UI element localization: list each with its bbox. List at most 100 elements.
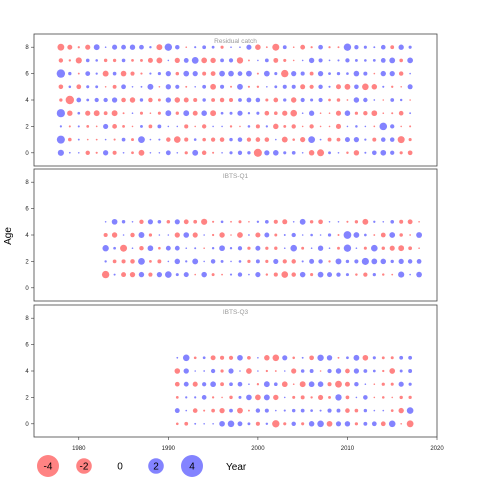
negative-residual-point [129,97,136,103]
negative-residual-point [399,395,403,400]
positive-residual-point [237,71,243,76]
positive-residual-point [399,369,403,373]
positive-residual-point [399,98,403,102]
negative-residual-point [166,137,171,142]
positive-residual-point [220,111,224,115]
negative-residual-point [248,59,250,62]
positive-residual-point [192,149,199,156]
negative-residual-point [409,234,411,236]
positive-residual-point [380,58,386,63]
negative-residual-point [210,355,216,361]
positive-residual-point [265,422,269,426]
positive-residual-point [310,233,313,237]
negative-residual-point [122,112,125,115]
positive-residual-point [291,84,296,89]
positive-residual-point [192,70,198,77]
positive-residual-point [335,258,342,265]
negative-residual-point [192,381,198,387]
positive-residual-point [165,271,172,278]
positive-residual-point [165,84,171,90]
negative-residual-point [247,355,251,360]
positive-residual-point [229,247,233,250]
positive-residual-point [363,421,368,426]
positive-residual-point [310,409,313,412]
panel-frame [33,168,438,302]
positive-residual-point [343,244,352,252]
negative-residual-point [183,219,189,225]
positive-residual-point [237,421,243,427]
positive-residual-point [318,259,323,264]
positive-residual-point [175,273,179,277]
x-tick-label: 1980 [72,446,86,452]
positive-residual-point [275,409,277,412]
positive-residual-point [165,245,171,251]
positive-residual-point [317,420,324,428]
negative-residual-point [158,246,161,250]
negative-residual-point [112,124,117,129]
negative-residual-point [104,86,107,88]
positive-residual-point [371,421,377,427]
positive-residual-point [354,259,359,264]
negative-residual-point [139,219,144,224]
negative-residual-point [175,422,179,426]
positive-residual-point [363,71,368,76]
positive-residual-point [201,395,207,400]
negative-residual-point [391,85,394,88]
negative-residual-point [264,137,270,142]
negative-residual-point [372,137,377,142]
negative-residual-point [373,125,376,128]
negative-residual-point [292,138,295,141]
positive-residual-point [68,151,71,154]
positive-residual-point [56,69,66,78]
negative-residual-point [203,409,206,412]
y-axis-title: Age [3,227,14,245]
positive-residual-point [121,44,126,50]
negative-residual-point [93,110,100,117]
positive-residual-point [174,219,180,225]
positive-residual-point [246,394,252,401]
negative-residual-point [273,394,279,401]
y-tick-label: 6 [25,72,29,78]
negative-residual-point [229,97,234,103]
negative-residual-point [408,246,412,251]
panels-group: Residual catch 0 2 4 6 8 IBTS-Q1 0 2 4 6 8 IBTS-Q3 0 2… [25,33,438,438]
negative-residual-point [113,138,116,141]
negative-residual-point [337,46,340,49]
positive-residual-point [266,85,268,88]
positive-residual-point [237,381,243,387]
positive-residual-point [319,409,322,412]
positive-residual-point [265,125,268,128]
negative-residual-point [309,220,314,224]
negative-residual-point [121,272,127,278]
negative-residual-point [328,260,331,263]
negative-residual-point [120,244,128,252]
positive-residual-point [283,98,287,102]
negative-residual-point [238,220,242,224]
positive-residual-point [95,72,98,75]
negative-residual-point [112,84,117,89]
positive-residual-point [328,151,331,155]
positive-residual-point [95,59,98,62]
positive-residual-point [230,46,232,48]
positive-residual-point [364,125,367,128]
positive-residual-point [165,150,171,156]
positive-residual-point [416,259,422,264]
positive-residual-point [165,110,172,117]
negative-residual-point [362,354,369,361]
y-tick-label: 2 [25,395,29,401]
positive-residual-point [229,273,233,276]
negative-residual-point [336,98,341,102]
positive-residual-point [335,394,342,401]
negative-residual-point [85,150,90,156]
positive-residual-point [398,44,404,50]
positive-residual-point [308,57,315,64]
positive-residual-point [283,396,286,399]
negative-residual-point [248,409,250,412]
negative-residual-point [75,57,82,64]
positive-residual-point [344,421,351,427]
negative-residual-point [390,409,394,412]
negative-residual-point [228,355,234,360]
negative-residual-point [210,57,216,64]
positive-residual-point [354,84,359,90]
positive-residual-point [229,382,233,387]
